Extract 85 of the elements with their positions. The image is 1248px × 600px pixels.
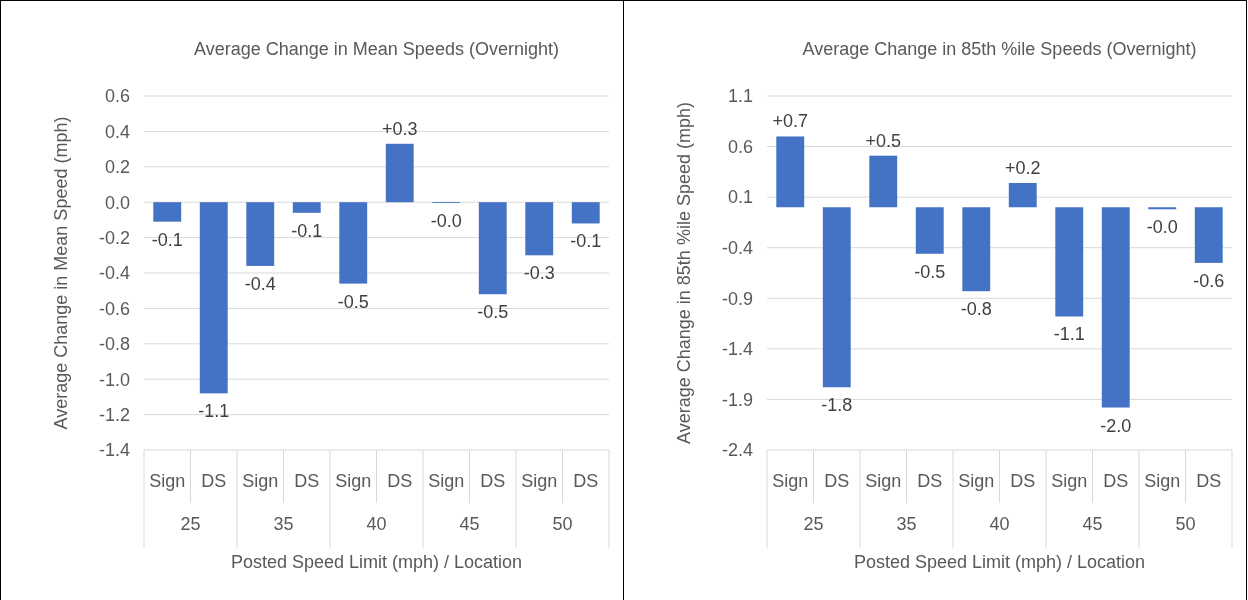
data-label: -0.5	[337, 291, 369, 312]
x-tick-label: Sign	[428, 471, 465, 491]
data-label: +0.5	[865, 130, 902, 151]
x-tick-label: Sign	[242, 471, 279, 491]
x-tick-label: DS	[387, 471, 413, 491]
x-tick-label: DS	[917, 471, 943, 491]
y-tick-label: 0.6	[104, 86, 130, 107]
data-label: -1.8	[821, 395, 853, 416]
y-tick-label: -0.2	[98, 227, 130, 248]
x-axis-title: Posted Speed Limit (mph) / Location	[853, 552, 1146, 572]
data-label: -1.1	[1053, 324, 1085, 345]
y-tick-label: -0.4	[98, 263, 130, 284]
data-label: -0.8	[960, 299, 992, 320]
y-tick-label: -0.8	[98, 334, 130, 355]
x-tick-label: Sign	[521, 471, 558, 491]
text: 50	[1175, 514, 1196, 534]
bar	[1194, 207, 1223, 263]
x-tick-label: DS	[201, 471, 227, 491]
text: 35	[896, 514, 917, 534]
x-tick-label: Sign	[149, 471, 186, 491]
bar	[962, 207, 991, 292]
text: 25	[180, 514, 201, 534]
bar	[915, 207, 944, 254]
y-tick-label: -1.4	[98, 440, 130, 461]
data-label: -1.1	[198, 401, 230, 422]
x-tick-label: Sign	[958, 471, 995, 491]
y-tick-label: 0.0	[104, 192, 130, 213]
x-tick-label: DS	[1010, 471, 1036, 491]
y-tick-label: -1.9	[721, 389, 753, 410]
bar	[822, 207, 851, 388]
y-tick-label: 0.4	[104, 121, 130, 142]
y-tick-label: -0.6	[98, 298, 130, 319]
data-label: +0.3	[381, 118, 418, 139]
chart-title: Average Change in Mean Speeds (Overnight)	[194, 39, 559, 59]
text: 45	[459, 514, 480, 534]
data-label: -0.1	[151, 229, 183, 250]
x-tick-label: DS	[1196, 471, 1222, 491]
y-tick-label: -0.4	[721, 238, 753, 259]
y-tick-label: 0.1	[727, 187, 753, 208]
bar	[1008, 182, 1037, 208]
text: 50	[552, 514, 573, 534]
bar	[869, 155, 898, 208]
x-tick-label: Sign	[865, 471, 902, 491]
y-tick-label: 0.2	[104, 157, 130, 178]
x-tick-label: DS	[573, 471, 599, 491]
y-tick-label: -2.4	[721, 440, 753, 461]
y-tick-label: -0.9	[721, 288, 753, 309]
x-tick-label: DS	[294, 471, 320, 491]
data-label: +0.7	[772, 111, 809, 132]
y-tick-label: -1.2	[98, 404, 130, 425]
data-label: -0.3	[523, 263, 555, 284]
text: 45	[1082, 514, 1103, 534]
x-tick-label: DS	[824, 471, 850, 491]
y-tick-label: 1.1	[727, 86, 753, 107]
data-label: -0.1	[570, 231, 602, 252]
bar	[776, 136, 805, 208]
data-label: +0.2	[1004, 157, 1041, 178]
x-tick-label: DS	[480, 471, 506, 491]
y-axis-title: Average Change in Mean Speed (mph)	[51, 116, 71, 430]
x-tick-label: DS	[1103, 471, 1129, 491]
x-tick-label: Sign	[335, 471, 372, 491]
data-label: -0.0	[1146, 217, 1178, 238]
bar	[1055, 207, 1084, 317]
bar	[1101, 207, 1130, 408]
data-label: -0.6	[1193, 270, 1225, 291]
data-label: -0.4	[244, 273, 276, 294]
y-tick-label: -1.0	[98, 369, 130, 390]
text: 40	[366, 514, 387, 534]
chart-title: Average Change in 85th %ile Speeds (Overnight)	[802, 39, 1197, 59]
text: 40	[989, 514, 1010, 534]
y-axis-title: Average Change in 85th %ile Speed (mph)	[674, 102, 694, 444]
text: 35	[273, 514, 294, 534]
data-label: -2.0	[1100, 415, 1132, 436]
data-label: -0.5	[914, 261, 946, 282]
data-label: -0.0	[430, 211, 462, 232]
y-tick-label: 0.6	[727, 136, 753, 157]
x-tick-label: Sign	[772, 471, 809, 491]
x-axis-title: Posted Speed Limit (mph) / Location	[230, 552, 523, 572]
text: 25	[803, 514, 824, 534]
data-label: -0.1	[291, 220, 323, 241]
y-tick-label: -1.4	[721, 339, 753, 360]
bar	[1148, 207, 1177, 210]
data-label: -0.5	[477, 302, 509, 323]
x-tick-label: Sign	[1144, 471, 1181, 491]
x-tick-label: Sign	[1051, 471, 1088, 491]
